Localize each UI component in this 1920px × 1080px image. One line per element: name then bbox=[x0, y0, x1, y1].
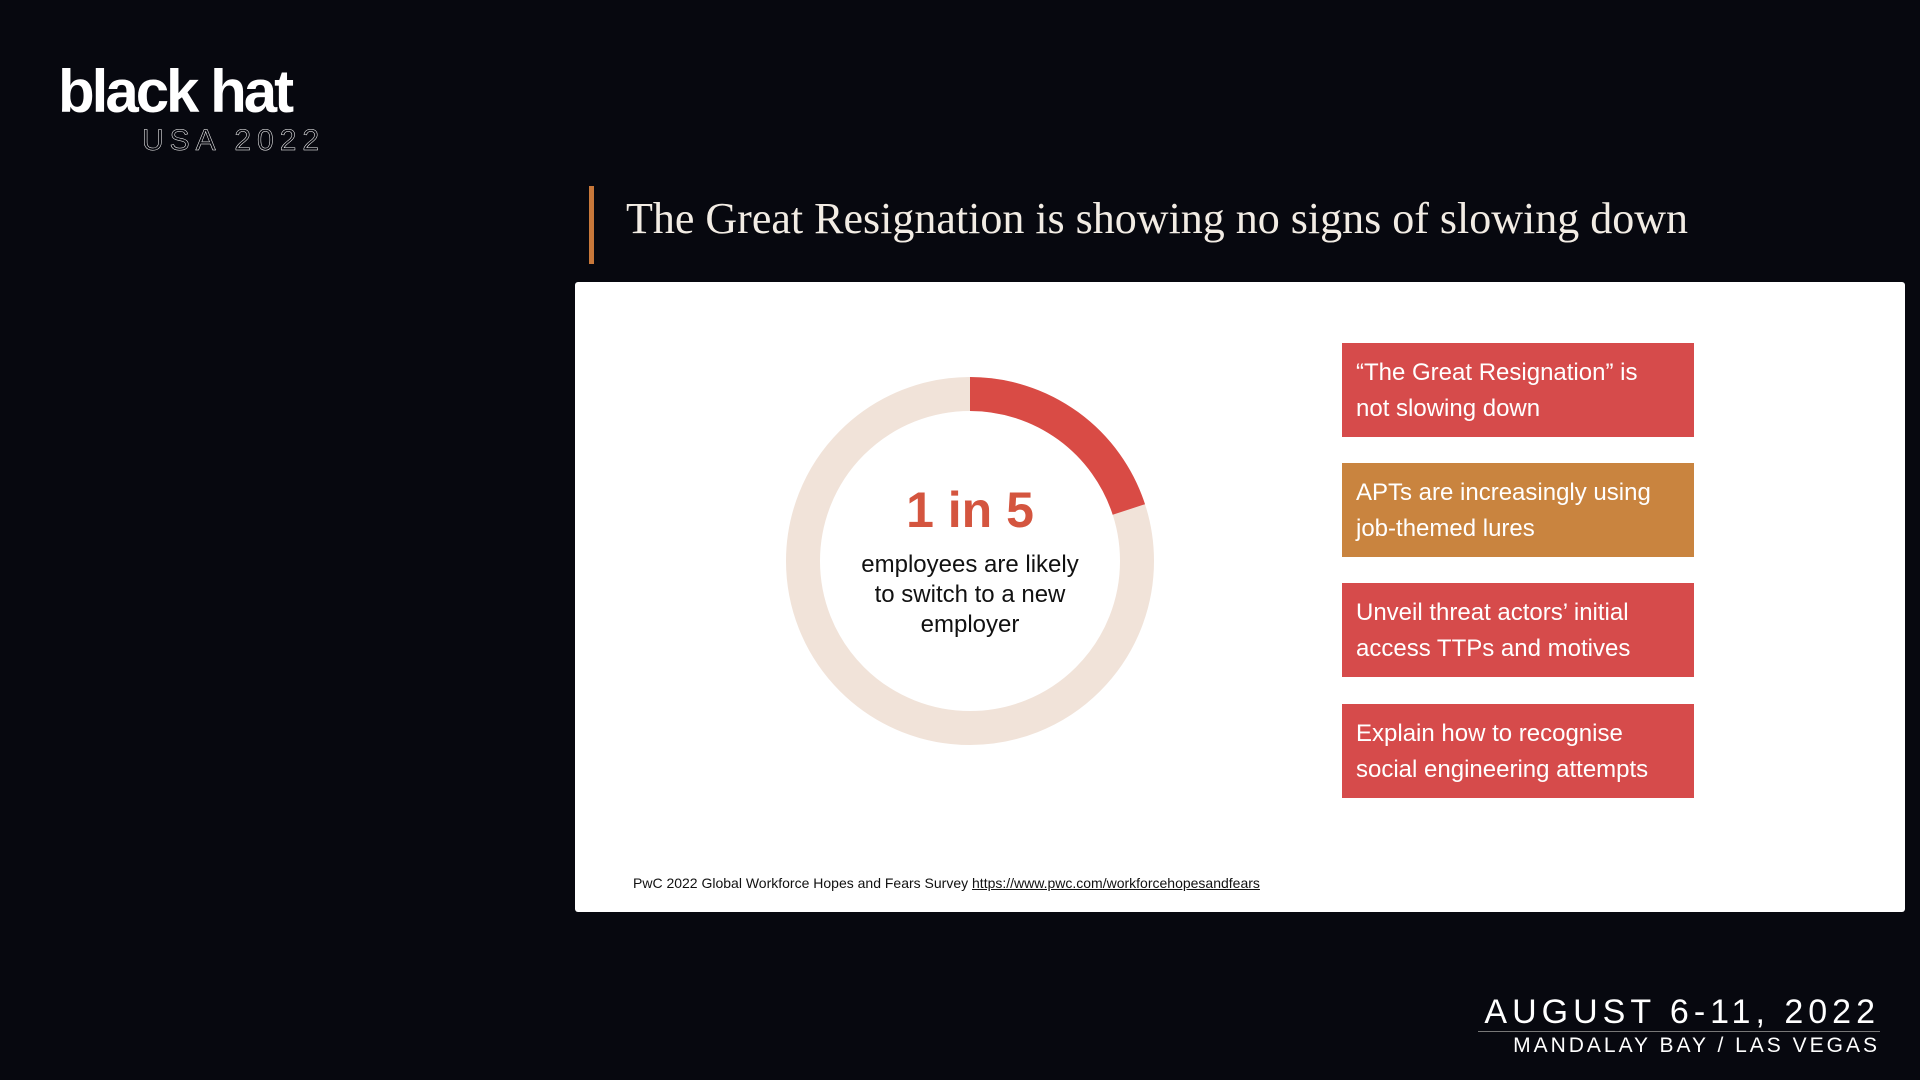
source-link[interactable]: https://www.pwc.com/workforcehopesandfea… bbox=[972, 875, 1260, 891]
point-line: Unveil threat actors’ initial bbox=[1356, 599, 1629, 626]
point-line: “The Great Resignation” is bbox=[1356, 359, 1638, 386]
edition: USA 2022 bbox=[142, 124, 326, 157]
logo: black hat bbox=[58, 58, 294, 125]
source-text: PwC 2022 Global Workforce Hopes and Fear… bbox=[633, 875, 969, 891]
caption-line: to switch to a new bbox=[874, 581, 1066, 608]
source: PwC 2022 Global Workforce Hopes and Fear… bbox=[633, 875, 1260, 891]
point-line: APTs are increasingly using bbox=[1356, 479, 1651, 506]
stat-caption: employees are likely to switch to a new em… bbox=[800, 550, 1140, 640]
point-box: Explain how to recognise social engineeri… bbox=[1342, 704, 1694, 798]
event-dates: AUGUST 6-11, 2022 bbox=[1484, 993, 1880, 1031]
point-line: not slowing down bbox=[1356, 395, 1541, 422]
donut bbox=[786, 377, 1154, 745]
caption-line: employer bbox=[920, 611, 1020, 638]
caption-line: employees are likely bbox=[861, 551, 1079, 578]
point-box: APTs are increasingly using job-themed lu… bbox=[1342, 463, 1694, 557]
point-line: job-themed lures bbox=[1356, 515, 1535, 542]
point-box: Unveil threat actors’ initial access TTPs… bbox=[1342, 583, 1694, 677]
point-line: social engineering attempts bbox=[1356, 756, 1649, 783]
stat-figure: 1 in 5 bbox=[906, 482, 1034, 538]
point-line: access TTPs and motives bbox=[1356, 635, 1631, 662]
event-venue: MANDALAY BAY / LAS VEGAS bbox=[1513, 1034, 1880, 1057]
point-line: Explain how to recognise bbox=[1356, 720, 1623, 747]
donut-segment bbox=[786, 377, 1154, 745]
title-accent bbox=[589, 186, 594, 264]
slide-title: The Great Resignation is showing no sign… bbox=[626, 194, 1689, 243]
footer-rule bbox=[1478, 1031, 1880, 1032]
slide-panel bbox=[575, 282, 1905, 912]
point-box: “The Great Resignation” is not slowing do… bbox=[1342, 343, 1694, 437]
